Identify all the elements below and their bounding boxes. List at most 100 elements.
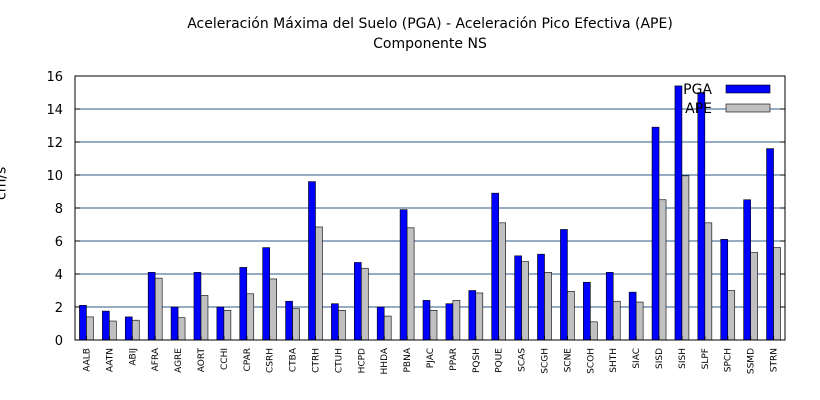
chart-title: Aceleración Máxima del Suelo (PGA) - Ace…: [187, 16, 673, 32]
bar-ape: [383, 315, 392, 341]
bar-pga: [124, 316, 133, 341]
axes: [74, 75, 786, 341]
x-tick-label: CPAR: [243, 348, 253, 372]
x-tick-label: AGRE: [174, 348, 184, 373]
x-tick-label: PQSH: [472, 348, 482, 373]
bar-ape: [177, 317, 186, 341]
x-tick-label: CCHI: [220, 348, 230, 370]
y-tick-label: 0: [55, 334, 63, 349]
bar-pga: [193, 272, 202, 341]
bar-ape: [521, 261, 529, 341]
x-tick-label: SISH: [678, 348, 688, 369]
legend-swatch-ape: [725, 103, 771, 113]
bar-ape: [200, 295, 209, 341]
bar-ape: [429, 309, 438, 341]
bar-ape: [338, 309, 346, 341]
x-tick-label: CTRH: [311, 348, 321, 373]
bar-ape: [498, 222, 507, 341]
bar-pga: [720, 239, 729, 341]
bar-ape: [452, 300, 461, 341]
x-tick-label: SCGH: [541, 348, 551, 374]
bar-ape: [750, 252, 758, 341]
x-tick-label: CTUH: [334, 348, 344, 373]
y-tick-label: 4: [55, 268, 63, 283]
y-tick-label: 6: [55, 235, 63, 250]
x-tick-label: SCOH: [586, 348, 596, 374]
bar-ape: [544, 272, 552, 341]
x-tick-label: AALB: [82, 348, 92, 372]
bar-pga: [605, 272, 614, 341]
x-tick-label: PJAC: [426, 348, 436, 368]
bar-ape: [590, 321, 598, 341]
bar-ape: [292, 308, 300, 341]
x-tick-label: STRN: [770, 348, 780, 372]
y-tick-label: 16: [46, 70, 63, 85]
bar-pga: [170, 306, 179, 341]
x-tick-label: HCPD: [357, 348, 367, 373]
y-tick-label: 14: [46, 103, 63, 118]
legend: PGA APE: [683, 82, 771, 117]
bar-ape: [131, 319, 140, 341]
bar-pga: [674, 85, 683, 341]
bar-pga: [331, 303, 339, 341]
chart-subtitle: Componente NS: [373, 36, 487, 52]
x-tick-label: SPCH: [724, 348, 734, 372]
legend-label-pga: PGA: [683, 82, 712, 98]
bar-pga: [216, 306, 225, 341]
bar-pga: [399, 209, 408, 341]
bar-pga: [285, 300, 293, 341]
bar-ape: [86, 316, 94, 341]
x-tick-label: SSMD: [747, 348, 757, 374]
bar-pga: [583, 281, 591, 341]
x-tick-label: ABIJ: [128, 348, 138, 366]
bar-pga: [651, 126, 660, 341]
bar-ape: [109, 320, 117, 341]
bar-ape: [612, 300, 621, 341]
bar-ape: [406, 227, 415, 341]
x-tick-label: CTBA: [289, 347, 299, 372]
bar-pga: [514, 255, 522, 341]
x-tick-label: CSRH: [266, 348, 276, 373]
bar-pga: [697, 92, 706, 341]
x-tick-label: SISD: [655, 348, 665, 369]
x-tick-label: PQUE: [495, 348, 505, 373]
x-tick-label: SLPF: [701, 348, 711, 369]
bar-ape: [567, 291, 575, 341]
y-tick-label: 12: [46, 136, 63, 151]
bar-ape: [658, 199, 667, 341]
x-tick-label: SCAS: [518, 348, 528, 372]
bar-pga: [308, 181, 316, 341]
y-tick-label: 2: [55, 301, 63, 316]
x-tick-label: SIAC: [632, 348, 642, 369]
y-tick-labels: 0 2 4 6 8 10 12 14 16: [46, 70, 63, 349]
bar-ape: [704, 222, 713, 341]
x-tick-label: AATN: [105, 348, 115, 372]
x-tick-label: SHTH: [609, 348, 619, 373]
bar-ape: [269, 278, 277, 341]
bar-pga: [79, 305, 87, 341]
bar-ape: [475, 292, 484, 341]
x-tick-label: AORT: [197, 348, 207, 373]
bar-pga: [743, 199, 751, 341]
bar-ape: [154, 277, 163, 341]
x-tick-labels: AALB AATN ABIJ AFRA AGRE AORT CCHI CPAR CSRH CTBA…: [82, 347, 779, 374]
grid-lines: [75, 108, 785, 308]
bar-pga: [102, 310, 110, 341]
legend-label-ape: APE: [685, 101, 712, 117]
legend-swatch-pga: [725, 84, 771, 94]
bar-ape: [360, 267, 369, 341]
bar-ape: [223, 309, 232, 341]
x-tick-label: SCNE: [563, 348, 573, 373]
y-tick-label: 10: [46, 169, 63, 184]
bar-ape: [635, 301, 644, 341]
bar-pga: [537, 253, 545, 341]
bar-ape: [315, 226, 323, 341]
bar-pga: [628, 291, 637, 341]
bar-ape: [681, 175, 690, 341]
bars: [79, 85, 781, 341]
bar-ape: [773, 247, 781, 341]
bar-pga: [262, 247, 270, 341]
x-tick-label: PPAR: [449, 348, 459, 371]
bar-pga: [491, 192, 500, 341]
bar-pga: [560, 229, 568, 341]
